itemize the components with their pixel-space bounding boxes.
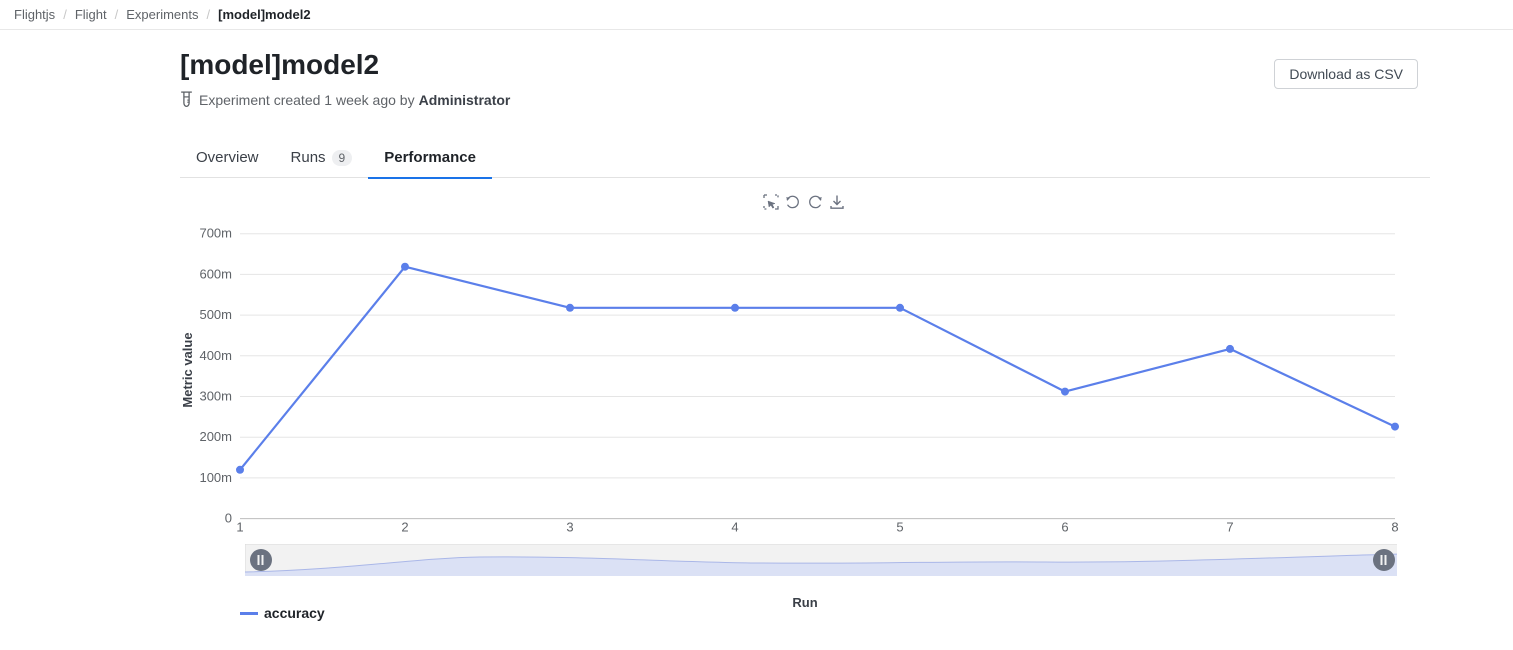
svg-text:1: 1 (236, 519, 243, 534)
svg-text:200m: 200m (199, 429, 232, 444)
svg-text:6: 6 (1061, 519, 1068, 534)
svg-text:4: 4 (731, 519, 738, 534)
svg-text:700m: 700m (199, 226, 232, 241)
svg-text:500m: 500m (199, 307, 232, 322)
svg-text:100m: 100m (199, 470, 232, 485)
svg-text:7: 7 (1226, 519, 1233, 534)
svg-text:400m: 400m (199, 348, 232, 363)
svg-text:300m: 300m (199, 389, 232, 404)
svg-text:8: 8 (1391, 519, 1398, 534)
svg-text:5: 5 (896, 519, 903, 534)
svg-text:3: 3 (566, 519, 573, 534)
svg-text:600m: 600m (199, 266, 232, 281)
svg-text:0: 0 (225, 511, 232, 526)
svg-text:2: 2 (401, 519, 408, 534)
